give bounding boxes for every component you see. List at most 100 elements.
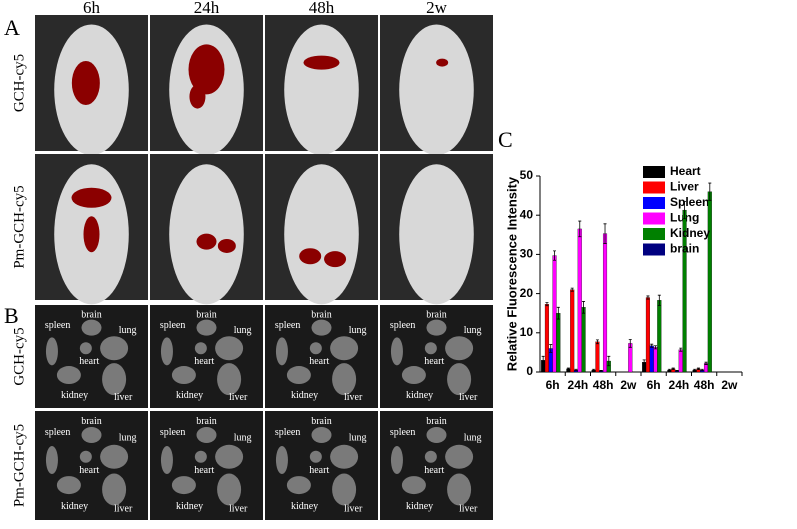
organ xyxy=(390,446,403,475)
organ xyxy=(215,336,244,361)
organ-label: liver xyxy=(229,392,248,403)
row-label: Pm-GCH-cy5 xyxy=(11,424,27,507)
organ-label: spleen xyxy=(45,320,71,331)
x-tick-label: 2w xyxy=(721,378,738,392)
error-bar xyxy=(654,345,658,350)
organ xyxy=(100,336,129,361)
organ xyxy=(215,444,244,469)
organ xyxy=(194,450,207,463)
error-bar xyxy=(570,287,574,292)
organ xyxy=(79,450,92,463)
column-label: 6h xyxy=(83,0,101,17)
fluorescence xyxy=(189,84,206,109)
organ xyxy=(332,473,357,506)
organ xyxy=(79,342,92,355)
legend-label: Spleen xyxy=(670,195,709,209)
organ xyxy=(286,476,311,495)
organ-label: liver xyxy=(229,503,248,514)
fluorescence xyxy=(188,44,225,95)
error-bar xyxy=(683,201,687,220)
mouse-body xyxy=(399,164,474,305)
error-bar xyxy=(553,250,557,261)
bar xyxy=(544,304,549,373)
column-label: 24h xyxy=(194,0,220,17)
organ-label: kidney xyxy=(406,501,433,512)
organ xyxy=(286,366,311,385)
error-bar xyxy=(650,343,654,348)
bar xyxy=(595,341,600,373)
legend-swatch xyxy=(643,212,665,225)
organ-label: spleen xyxy=(160,320,186,331)
error-bar xyxy=(679,347,683,352)
organ xyxy=(81,426,102,443)
error-bar xyxy=(646,295,650,300)
bar xyxy=(707,191,712,373)
organ xyxy=(401,476,426,495)
error-bar xyxy=(595,339,599,345)
organ-label: brain xyxy=(81,416,102,427)
organ xyxy=(309,450,322,463)
organ xyxy=(45,446,58,475)
error-bar xyxy=(582,301,586,314)
organ-label: brain xyxy=(426,310,447,321)
organ xyxy=(401,366,426,385)
organ-label: heart xyxy=(309,465,329,476)
bar xyxy=(602,233,608,373)
organ-label: spleen xyxy=(275,427,301,438)
organ-label: liver xyxy=(344,392,363,403)
error-bar xyxy=(603,223,607,244)
x-tick-label: 6h xyxy=(546,378,560,392)
organ xyxy=(196,426,217,443)
fluorescence xyxy=(71,61,100,105)
organ xyxy=(160,446,173,475)
legend-label: Kidney xyxy=(670,226,710,240)
bar xyxy=(570,289,575,373)
x-tick-label: 6h xyxy=(647,378,661,392)
mouse-body xyxy=(284,164,359,305)
error-bar xyxy=(700,368,704,372)
organ-label: brain xyxy=(196,416,217,427)
error-bar xyxy=(599,370,603,372)
legend-swatch xyxy=(643,243,665,256)
error-bar xyxy=(642,359,646,365)
organ xyxy=(330,444,359,469)
organ-label: lung xyxy=(464,433,482,444)
error-bar xyxy=(592,368,596,372)
fluorescence xyxy=(324,251,347,268)
organ-label: liver xyxy=(114,503,133,514)
organ-label: heart xyxy=(194,356,214,367)
error-bar xyxy=(628,339,632,348)
fluorescence xyxy=(303,55,340,70)
bar xyxy=(657,300,662,373)
bar xyxy=(552,255,557,373)
organ-label: liver xyxy=(459,503,478,514)
fluorescence xyxy=(83,216,100,253)
error-bar xyxy=(696,367,700,371)
organ xyxy=(447,363,472,396)
fluorescence xyxy=(299,248,322,265)
y-axis-label: Relative Fluorescence Intensity xyxy=(504,176,519,371)
organ-label: liver xyxy=(114,392,133,403)
y-tick-label: 30 xyxy=(520,247,534,261)
organ xyxy=(426,319,447,336)
y-tick-label: 10 xyxy=(520,325,534,339)
panel-label: A xyxy=(4,15,20,40)
fluorescence xyxy=(217,238,236,253)
organ-label: heart xyxy=(424,356,444,367)
organ-label: brain xyxy=(311,416,332,427)
organ xyxy=(332,363,357,396)
y-tick-label: 20 xyxy=(520,286,534,300)
organ xyxy=(217,363,242,396)
organ-label: kidney xyxy=(291,501,318,512)
organ xyxy=(445,444,474,469)
column-label: 2w xyxy=(426,0,448,17)
organ-label: lung xyxy=(234,433,252,444)
organ-label: heart xyxy=(309,356,329,367)
panel-label: C xyxy=(498,127,513,152)
organ xyxy=(100,444,129,469)
x-tick-label: 24h xyxy=(669,378,690,392)
bar xyxy=(678,349,683,373)
organ xyxy=(171,476,196,495)
error-bar xyxy=(578,220,582,238)
